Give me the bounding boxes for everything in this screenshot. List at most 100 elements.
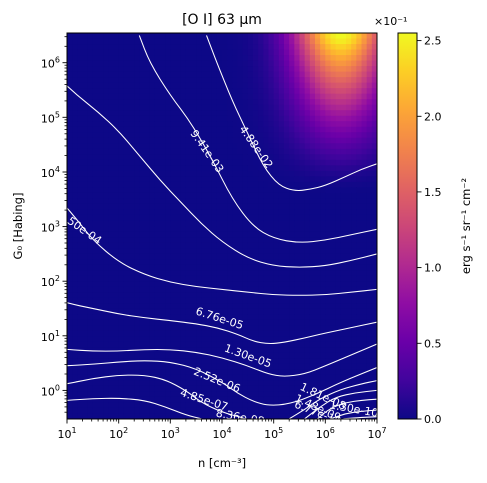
heatmap-cell — [87, 292, 94, 299]
heatmap-cell — [165, 104, 171, 111]
heatmap-cell — [180, 209, 187, 216]
heatmap-cell — [139, 248, 146, 255]
heatmap-cell — [87, 358, 94, 365]
heatmap-cell — [191, 407, 197, 415]
heatmap-cell — [72, 132, 78, 139]
heatmap-cell — [356, 264, 363, 271]
heatmap-cell — [222, 55, 228, 62]
heatmap-cell — [309, 275, 316, 282]
heatmap-cell — [351, 248, 357, 255]
heatmap-cell — [139, 264, 146, 271]
heatmap-cell — [299, 137, 306, 144]
heatmap-cell — [211, 292, 218, 299]
heatmap-cell — [72, 115, 78, 122]
heatmap-cell — [191, 60, 197, 67]
heatmap-cell — [139, 187, 146, 194]
heatmap-cell — [139, 237, 146, 244]
heatmap-cell — [325, 264, 332, 271]
heatmap-cell — [191, 121, 197, 128]
heatmap-cell — [371, 82, 377, 89]
heatmap-cell — [170, 325, 177, 332]
heatmap-cell — [103, 110, 109, 117]
heatmap-cell — [98, 126, 104, 133]
heatmap-cell — [191, 55, 197, 62]
heatmap-cell — [175, 297, 182, 304]
heatmap-cell — [77, 38, 84, 45]
heatmap-cell — [258, 104, 264, 111]
heatmap-cell — [356, 77, 363, 84]
heatmap-cell — [361, 99, 368, 106]
heatmap-cell — [139, 259, 146, 266]
heatmap-cell — [108, 148, 115, 155]
heatmap-cell — [196, 226, 202, 233]
heatmap-cell — [201, 33, 208, 40]
heatmap-cell — [299, 60, 306, 67]
heatmap-cell — [175, 181, 182, 188]
heatmap-cell — [346, 121, 352, 128]
heatmap-cell — [222, 38, 228, 45]
heatmap-cell — [216, 286, 223, 293]
heatmap-cell — [258, 270, 264, 277]
heatmap-cell — [87, 154, 94, 161]
heatmap-cell — [103, 352, 109, 359]
heatmap-cell — [258, 369, 264, 376]
heatmap-cell — [103, 121, 109, 128]
heatmap-cell — [72, 88, 78, 95]
heatmap-cell — [92, 121, 99, 128]
heatmap-cell — [216, 275, 223, 282]
heatmap-cell — [206, 143, 213, 150]
heatmap-cell — [315, 281, 321, 288]
heatmap-cell — [371, 203, 377, 211]
heatmap-cell — [304, 303, 311, 310]
heatmap-cell — [165, 60, 171, 67]
heatmap-cell — [268, 319, 275, 326]
heatmap-cell — [144, 226, 151, 233]
heatmap-cell — [103, 358, 109, 365]
heatmap-cell — [294, 413, 301, 419]
heatmap-cell — [289, 319, 295, 326]
heatmap-cell — [103, 402, 109, 409]
heatmap-cell — [211, 358, 218, 365]
heatmap-cell — [289, 187, 295, 194]
heatmap-cell — [82, 281, 89, 288]
heatmap-cell — [191, 176, 197, 183]
heatmap-cell — [253, 319, 259, 326]
heatmap-cell — [149, 303, 156, 310]
heatmap-cell — [268, 170, 275, 177]
heatmap-cell — [201, 286, 208, 293]
heatmap-cell — [315, 214, 321, 222]
heatmap-cell — [278, 402, 285, 409]
heatmap-cell — [268, 369, 275, 376]
heatmap-cell — [108, 319, 115, 326]
heatmap-cell — [299, 319, 306, 326]
heatmap-cell — [320, 154, 326, 161]
heatmap-cell — [108, 336, 115, 343]
heatmap-cell — [330, 275, 337, 282]
heatmap-cell — [87, 77, 94, 84]
heatmap-cell — [237, 55, 244, 62]
heatmap-cell — [144, 275, 151, 282]
heatmap-cell — [320, 297, 326, 304]
heatmap-cell — [160, 396, 166, 404]
heatmap-cell — [263, 38, 270, 45]
heatmap-cell — [87, 143, 94, 150]
heatmap-cell — [289, 220, 295, 227]
heatmap-cell — [258, 82, 264, 89]
heatmap-cell — [361, 336, 368, 343]
heatmap-cell — [315, 374, 321, 381]
heatmap-cell — [175, 270, 182, 277]
contour-line — [67, 360, 377, 406]
heatmap-cell — [139, 407, 146, 415]
heatmap-cell — [144, 248, 151, 255]
heatmap-cell — [258, 275, 264, 282]
heatmap-cell — [129, 154, 135, 161]
heatmap-cell — [294, 203, 301, 211]
heatmap-cell — [232, 154, 239, 161]
heatmap-cell — [304, 281, 311, 288]
heatmap-cell — [222, 325, 228, 332]
heatmap-cell — [129, 203, 135, 211]
heatmap-cell — [356, 220, 363, 227]
heatmap-cell — [196, 88, 202, 95]
heatmap-cell — [103, 82, 109, 89]
heatmap-cell — [356, 115, 363, 122]
